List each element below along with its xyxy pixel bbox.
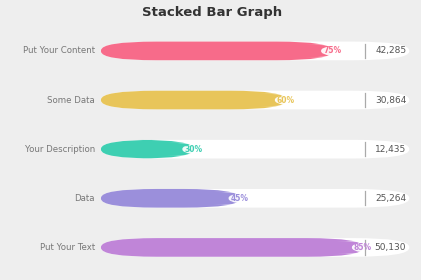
FancyBboxPatch shape (101, 41, 409, 60)
Text: Some Data: Some Data (47, 95, 95, 104)
Text: 85%: 85% (354, 243, 372, 252)
Text: 50,130: 50,130 (375, 243, 406, 252)
FancyBboxPatch shape (101, 91, 409, 109)
FancyBboxPatch shape (101, 189, 240, 208)
FancyBboxPatch shape (213, 192, 266, 205)
FancyBboxPatch shape (306, 45, 359, 57)
Text: 30%: 30% (184, 145, 203, 154)
FancyBboxPatch shape (101, 189, 409, 208)
Text: Put Your Content: Put Your Content (23, 46, 95, 55)
Text: 75%: 75% (323, 46, 341, 55)
Title: Stacked Bar Graph: Stacked Bar Graph (142, 6, 282, 18)
FancyBboxPatch shape (259, 94, 313, 106)
FancyBboxPatch shape (101, 41, 332, 60)
Text: Put Your Text: Put Your Text (40, 243, 95, 252)
Text: 45%: 45% (231, 194, 249, 203)
Text: Data: Data (74, 194, 95, 203)
FancyBboxPatch shape (101, 140, 194, 158)
Text: 12,435: 12,435 (375, 145, 406, 154)
FancyBboxPatch shape (336, 241, 390, 254)
FancyBboxPatch shape (101, 91, 286, 109)
FancyBboxPatch shape (101, 238, 363, 257)
FancyBboxPatch shape (101, 140, 409, 158)
Text: 30,864: 30,864 (375, 95, 406, 104)
FancyBboxPatch shape (101, 238, 409, 257)
Text: 42,285: 42,285 (375, 46, 406, 55)
Text: 25,264: 25,264 (375, 194, 406, 203)
FancyBboxPatch shape (167, 143, 220, 155)
Text: Your Description: Your Description (24, 145, 95, 154)
Text: 60%: 60% (277, 95, 295, 104)
